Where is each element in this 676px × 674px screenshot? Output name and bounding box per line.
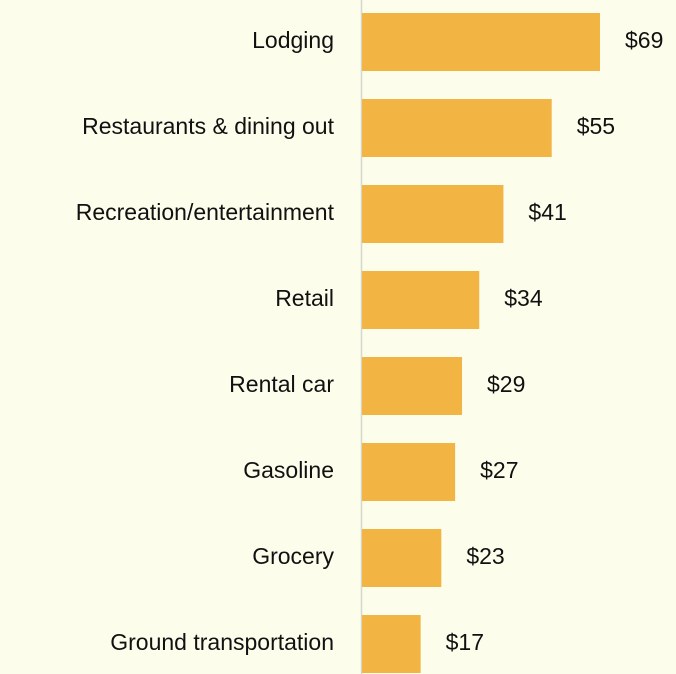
bar [362, 615, 421, 673]
bar [362, 529, 442, 587]
bar [362, 13, 600, 71]
category-label: Retail [275, 285, 334, 311]
value-label: $17 [446, 629, 484, 655]
bar [362, 99, 552, 157]
value-label: $55 [577, 113, 615, 139]
category-label: Lodging [252, 27, 334, 53]
bar [362, 185, 504, 243]
category-label: Rental car [229, 371, 334, 397]
bar [362, 443, 456, 501]
value-label: $27 [480, 457, 518, 483]
bar [362, 357, 463, 415]
value-label: $29 [487, 371, 525, 397]
category-label: Recreation/entertainment [76, 199, 335, 225]
category-label: Restaurants & dining out [82, 113, 334, 139]
bar [362, 271, 480, 329]
category-label: Gasoline [243, 457, 334, 483]
value-label: $34 [504, 285, 543, 311]
category-label: Ground transportation [110, 629, 334, 655]
value-label: $41 [528, 199, 566, 225]
value-label: $23 [466, 543, 504, 569]
value-label: $69 [625, 27, 663, 53]
category-label: Grocery [252, 543, 334, 569]
